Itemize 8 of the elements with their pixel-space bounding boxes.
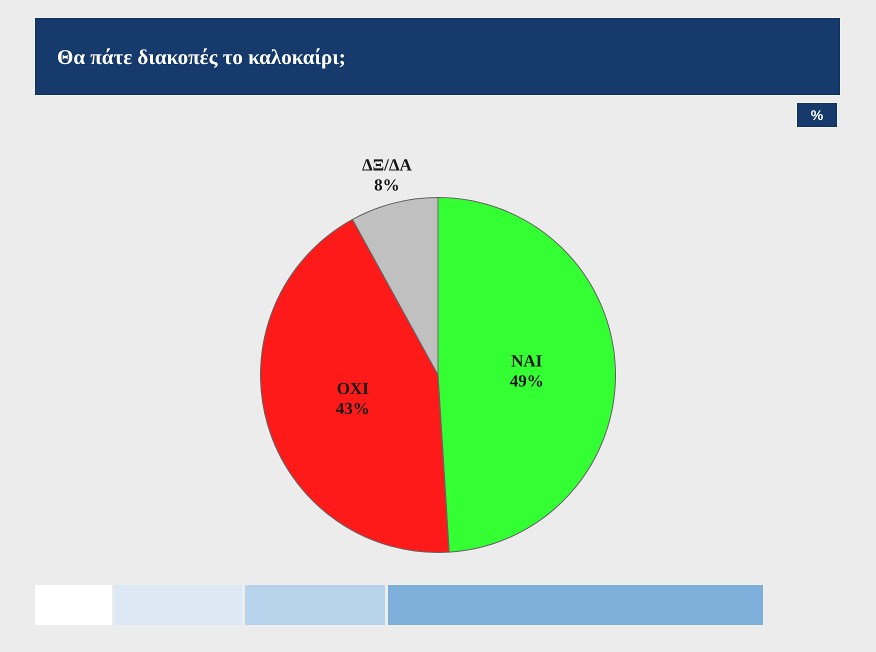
slice-label: ΔΞ/ΔΑ: [362, 155, 413, 174]
data-label: 43%: [336, 399, 370, 418]
data-label: 49%: [510, 372, 544, 391]
chart-title: Θα πάτε διακοπές το καλοκαίρι;: [35, 18, 840, 95]
text: %: [797, 103, 837, 127]
slice-label: ΝΑΙ: [511, 352, 543, 371]
slice-label: ΟΧΙ: [336, 379, 370, 398]
data-label: 8%: [374, 175, 400, 194]
